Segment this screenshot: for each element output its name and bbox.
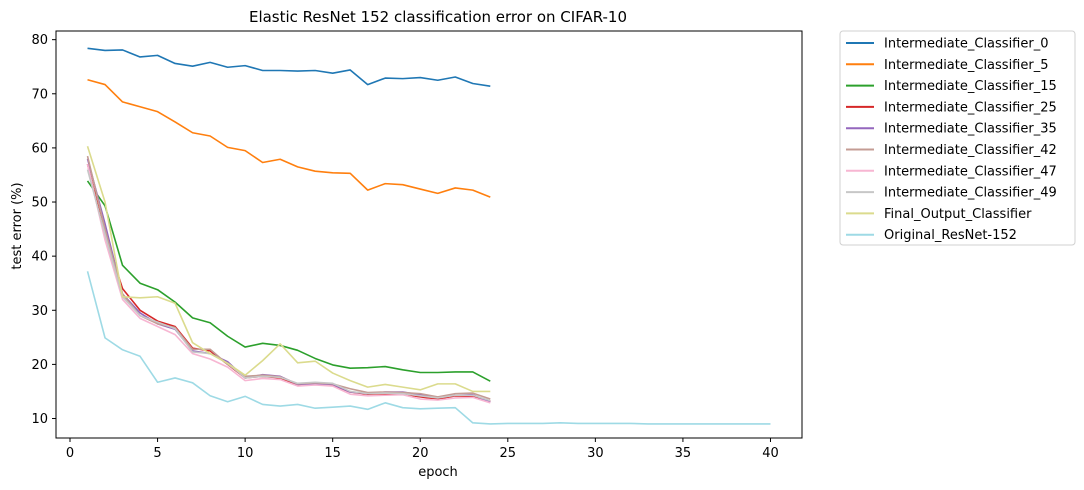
x-tick-label: 0 xyxy=(66,446,74,461)
x-tick-label: 35 xyxy=(675,446,692,461)
legend-label-intermediate-classifier-0: Intermediate_Classifier_0 xyxy=(884,37,1049,52)
x-tick-label: 10 xyxy=(237,446,254,461)
x-tick-label: 40 xyxy=(762,446,779,461)
plot-frame xyxy=(55,30,803,439)
y-tick-label: 70 xyxy=(31,87,48,102)
series-line-intermediate-classifier-35 xyxy=(86,158,491,404)
series-line-intermediate-classifier-5 xyxy=(87,78,491,198)
series-line-intermediate-classifier-0 xyxy=(87,47,491,87)
series-line-intermediate-classifier-47 xyxy=(86,163,491,404)
legend-label-intermediate-classifier-47: Intermediate_Classifier_47 xyxy=(884,164,1057,179)
y-axis-label: test error (%) xyxy=(10,182,25,269)
y-tick-label: 50 xyxy=(31,196,48,211)
y-tick-label: 20 xyxy=(31,358,48,373)
series-line-intermediate-classifier-42 xyxy=(86,155,491,400)
legend-label-intermediate-classifier-42: Intermediate_Classifier_42 xyxy=(884,143,1057,158)
y-tick-label: 60 xyxy=(31,141,48,156)
series-line-final-output-classifier xyxy=(86,146,491,393)
legend-label-intermediate-classifier-49: Intermediate_Classifier_49 xyxy=(884,186,1057,201)
legend-frame xyxy=(839,30,1076,246)
legend-label-intermediate-classifier-35: Intermediate_Classifier_35 xyxy=(884,122,1057,137)
x-tick-label: 25 xyxy=(500,446,517,461)
legend-label-intermediate-classifier-25: Intermediate_Classifier_25 xyxy=(884,100,1057,115)
x-tick-label: 15 xyxy=(324,446,341,461)
x-axis-label: epoch xyxy=(418,465,458,480)
series-line-original-resnet-152 xyxy=(86,271,771,425)
y-tick-label: 10 xyxy=(31,412,48,427)
chart-title: Elastic ResNet 152 classification error … xyxy=(249,8,627,26)
series-line-intermediate-classifier-15 xyxy=(86,180,491,382)
y-tick-label: 80 xyxy=(31,33,48,48)
x-tick-label: 5 xyxy=(153,446,161,461)
x-tick-label: 20 xyxy=(412,446,429,461)
series-line-intermediate-classifier-49 xyxy=(86,169,491,402)
x-tick-label: 30 xyxy=(587,446,604,461)
legend-label-original-resnet-152: Original_ResNet-152 xyxy=(884,228,1017,243)
legend: Intermediate_Classifier_0 Intermediate_Cl… xyxy=(839,30,1076,246)
plot-area: 0 5 10 15 20 25 30 35 40 10 20 30 40 50 60 70 80 xyxy=(31,30,803,461)
legend-label-intermediate-classifier-5: Intermediate_Classifier_5 xyxy=(884,58,1049,73)
series-line-intermediate-classifier-25 xyxy=(86,163,491,402)
y-tick-label: 40 xyxy=(31,250,48,265)
y-tick-label: 30 xyxy=(31,304,48,319)
legend-label-final-output-classifier: Final_Output_Classifier xyxy=(884,207,1032,222)
legend-label-intermediate-classifier-15: Intermediate_Classifier_15 xyxy=(884,79,1057,94)
